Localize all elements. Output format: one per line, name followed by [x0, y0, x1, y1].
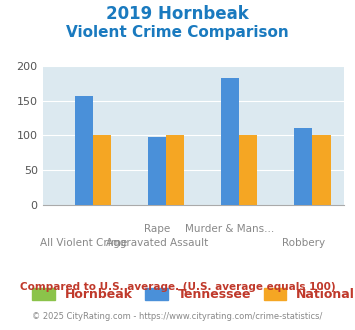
Bar	[221, 78, 239, 205]
Bar	[294, 128, 312, 205]
Bar	[93, 135, 111, 205]
Text: 2019 Hornbeak: 2019 Hornbeak	[106, 5, 249, 23]
Text: Compared to U.S. average. (U.S. average equals 100): Compared to U.S. average. (U.S. average …	[20, 282, 335, 292]
Text: © 2025 CityRating.com - https://www.cityrating.com/crime-statistics/: © 2025 CityRating.com - https://www.city…	[32, 312, 323, 321]
Bar	[239, 135, 257, 205]
Text: Violent Crime Comparison: Violent Crime Comparison	[66, 25, 289, 40]
Bar	[148, 137, 166, 205]
Text: Rape: Rape	[144, 224, 170, 234]
Text: All Violent Crime: All Violent Crime	[40, 238, 127, 248]
Bar	[75, 96, 93, 205]
Text: Robbery: Robbery	[282, 238, 325, 248]
Bar	[312, 135, 331, 205]
Text: Aggravated Assault: Aggravated Assault	[106, 238, 208, 248]
Bar	[166, 135, 184, 205]
Text: Murder & Mans...: Murder & Mans...	[185, 224, 275, 234]
Legend: Hornbeak, Tennessee, National: Hornbeak, Tennessee, National	[27, 283, 355, 306]
